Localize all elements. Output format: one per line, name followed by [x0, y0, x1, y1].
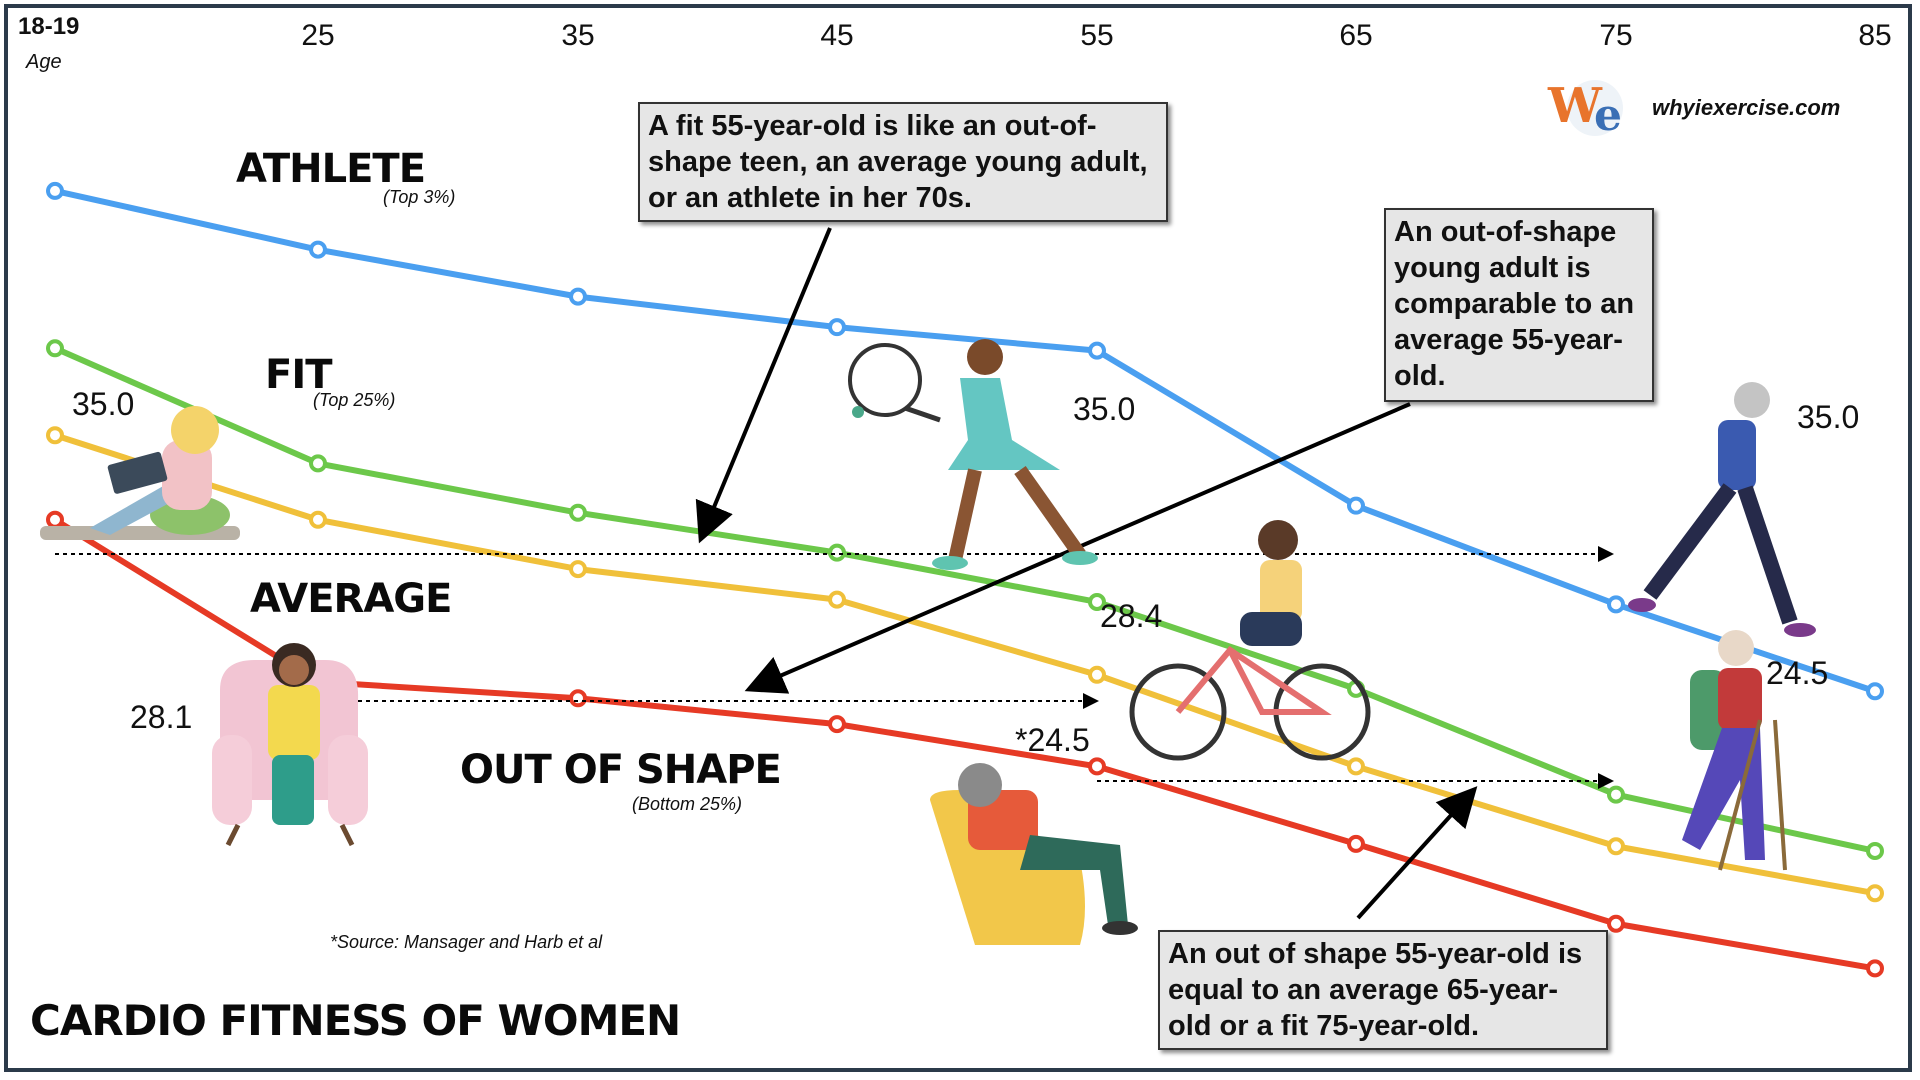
- category-label-out-of-shape: OUT OF SHAPE: [460, 747, 781, 793]
- data-point: [46, 339, 64, 358]
- comparison-lines: [55, 546, 1614, 789]
- callout-arrows: [695, 227, 1478, 920]
- data-point: [1866, 884, 1884, 903]
- series-line-average: [54, 432, 1876, 897]
- callout-out-of-shape-young-adult: An out-of-shape young adult is comparabl…: [1384, 208, 1654, 402]
- data-point: [1607, 914, 1625, 933]
- data-point: [46, 426, 64, 445]
- category-note-fit: (Top 25%): [313, 390, 395, 410]
- woman-with-laptop-illustration: [40, 406, 240, 540]
- source-note: *Source: Mansager and Harb et al: [330, 932, 603, 952]
- callout-out-of-shape-55: An out of shape 55-year-old is equal to …: [1158, 930, 1608, 1050]
- data-point: [569, 689, 587, 708]
- series-layer: [46, 181, 1884, 978]
- x-tick-label: 18-19: [18, 13, 79, 40]
- category-note-athlete: (Top 3%): [383, 187, 455, 207]
- data-point: [1088, 665, 1106, 684]
- logo-letter-e: e: [1594, 90, 1622, 141]
- series-line-fit: [53, 345, 1876, 854]
- woman-in-armchair-illustration: [212, 643, 368, 847]
- value-label: 24.5: [1766, 655, 1828, 691]
- woman-on-bicycle-illustration: [1129, 520, 1371, 761]
- data-point: [1347, 496, 1365, 515]
- data-point: [828, 543, 846, 562]
- x-axis-ticks: 18-19 25 35 45 55 65 75 85: [18, 13, 1892, 52]
- data-point: [1088, 341, 1106, 360]
- series-line-athlete: [54, 188, 1876, 695]
- value-label: 35.0: [1073, 391, 1135, 427]
- data-point: [828, 715, 846, 734]
- elderly-woman-in-chair-illustration: [930, 763, 1138, 945]
- category-label-fit: FIT: [265, 352, 333, 398]
- data-point: [309, 510, 327, 529]
- x-tick-label: 25: [301, 19, 334, 52]
- x-tick-label: 85: [1858, 19, 1891, 52]
- x-axis-label: Age: [25, 51, 62, 73]
- data-point: [1347, 757, 1365, 776]
- callout-arrow-1: [695, 227, 832, 544]
- hiking-woman-illustration: [1682, 630, 1787, 871]
- data-point: [1088, 757, 1106, 776]
- callout-fit-55: A fit 55-year-old is like an out-of-shap…: [638, 102, 1168, 222]
- data-point: [569, 287, 587, 306]
- data-point: [46, 510, 64, 529]
- category-label-average: AVERAGE: [250, 576, 451, 622]
- value-label: 35.0: [72, 386, 134, 422]
- running-woman-illustration: [1628, 382, 1816, 637]
- data-point: [1607, 837, 1625, 856]
- value-label: *24.5: [1015, 722, 1090, 758]
- x-tick-label: 75: [1599, 19, 1632, 52]
- x-tick-label: 45: [820, 19, 853, 52]
- data-point: [828, 318, 846, 337]
- data-point: [1866, 682, 1884, 701]
- value-label: 28.1: [130, 699, 192, 735]
- data-point: [1088, 592, 1106, 611]
- data-point: [1607, 785, 1625, 804]
- x-tick-label: 65: [1339, 19, 1372, 52]
- value-label: 28.4: [1100, 598, 1162, 634]
- data-point: [1866, 959, 1884, 978]
- category-label-athlete: ATHLETE: [236, 146, 425, 192]
- data-point: [828, 590, 846, 609]
- data-point: [1607, 595, 1625, 614]
- data-point: [569, 503, 587, 522]
- series-line-out-of-shape: [53, 517, 1876, 972]
- data-point: [309, 240, 327, 259]
- data-point: [1866, 841, 1884, 860]
- x-tick-label: 35: [561, 19, 594, 52]
- callout-arrow-3: [1356, 786, 1478, 920]
- brand-logo: W e: [1547, 78, 1623, 141]
- logo-letter-w: W: [1547, 78, 1603, 134]
- value-label: 35.0: [1797, 399, 1859, 435]
- tennis-player-illustration: [848, 339, 1098, 570]
- chart-title: CARDIO FITNESS OF WOMEN: [30, 996, 680, 1045]
- data-point: [309, 454, 327, 473]
- data-point: [46, 181, 64, 200]
- x-tick-label: 55: [1080, 19, 1113, 52]
- category-note-out-of-shape: (Bottom 25%): [632, 794, 742, 814]
- data-point: [569, 560, 587, 579]
- brand-text: whyiexercise.com: [1652, 95, 1840, 120]
- data-point: [1347, 834, 1365, 853]
